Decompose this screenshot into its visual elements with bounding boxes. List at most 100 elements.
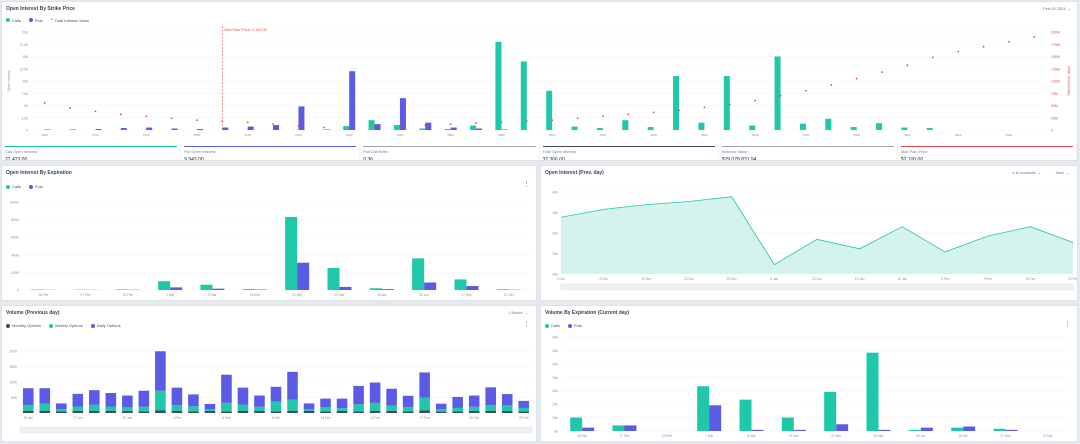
y-tick-label: 7.5k <box>21 92 28 96</box>
call-bar <box>454 279 467 290</box>
daily-options-bar <box>501 394 513 406</box>
more-menu-icon[interactable]: ⋮ <box>523 321 530 328</box>
call-bar <box>444 129 451 130</box>
legend-calls[interactable]: Calls <box>6 18 21 23</box>
x-tick-label: 4400 <box>853 133 860 137</box>
put-bar <box>476 128 483 130</box>
more-menu-icon[interactable]: ⋮ <box>1064 321 1071 328</box>
daily-options-bar <box>56 403 67 410</box>
legend-calls[interactable]: Calls <box>6 184 21 189</box>
x-tick-label: 23 Feb <box>1068 277 1077 281</box>
chevron-down-icon: ⌄ <box>1067 6 1071 11</box>
intrinsic-point <box>297 125 300 127</box>
y2-tick-label: 200M <box>1051 31 1060 35</box>
x-tick-label: 26 Feb <box>577 434 587 438</box>
call-bar <box>622 120 629 130</box>
y-tick-label: 2.5k <box>21 116 28 120</box>
weekly-options-bar <box>105 406 117 411</box>
intrinsic-point <box>475 122 477 125</box>
calls-dot-icon <box>545 323 549 328</box>
x-tick-label: 4200 <box>803 133 810 137</box>
call-bar <box>908 429 921 431</box>
weekly-options-bar <box>369 402 381 411</box>
puts-dot-icon <box>28 184 33 189</box>
weekly-options-bar <box>39 403 51 411</box>
more-menu-icon[interactable]: ⋮ <box>523 181 530 188</box>
weekly-options-bar <box>485 405 496 411</box>
intrinsic-point <box>627 113 630 116</box>
legend-puts[interactable]: Puts <box>28 18 43 23</box>
intrinsic-point <box>754 99 757 102</box>
y2-axis-label: Total Intrinsic Value <box>1067 66 1071 96</box>
legend-puts[interactable]: Puts <box>28 184 43 189</box>
x-tick-label: 15 Mar <box>250 293 261 297</box>
x-tick-label: 22 Mar <box>831 434 842 438</box>
x-tick-label: 2400 <box>346 133 353 137</box>
y-tick-label: 25k <box>552 376 558 380</box>
weekly-options-bar <box>171 405 183 411</box>
legend-weekly[interactable]: Weekly Options <box>48 323 83 328</box>
y-tick-label: 20k <box>552 389 558 393</box>
x-tick-label: 15 Mar <box>789 434 800 438</box>
y-tick-label: 30k <box>552 362 558 366</box>
weekly-options-bar <box>204 409 216 412</box>
vol-prev-chart: 2000 1500 1000 500 24 Jan 27 Jan 30 Jan 2 Feb 5 … <box>9 350 533 434</box>
stat-label: Total Open Interest <box>542 149 577 154</box>
daily-options-bar <box>171 387 183 406</box>
x-tick-label: 19 Jan <box>855 277 865 281</box>
y-tick-label: 40k <box>552 336 558 340</box>
stat-accent <box>184 146 357 147</box>
call-bar <box>412 258 425 290</box>
monthly-options-bar <box>22 410 34 413</box>
call-bar <box>799 123 806 130</box>
stat-4: Notional Value $79,078,831.94 <box>719 144 898 160</box>
y-axis-label: Open Interest <box>7 70 11 91</box>
x-tick-label: 3800 <box>701 133 708 137</box>
y-tick-label: 2000 <box>9 350 17 354</box>
x-tick-label: 8 Mar <box>747 434 756 438</box>
oi-line <box>560 196 1074 266</box>
put-bar <box>709 405 722 431</box>
x-tick-label: 11 Feb <box>321 416 331 420</box>
stat-5: Max Pain Price $2,100.00 <box>898 144 1077 160</box>
call-bar <box>368 120 375 130</box>
strike-chart: 20k 200M 17.5k 175M 15k 150M 12.5k 125M 10k 100M 7… <box>7 26 1071 137</box>
x-tick-label: 3600 <box>650 133 657 137</box>
monthly-options-bar <box>518 411 530 413</box>
intrinsic-point <box>399 125 401 127</box>
stat-label: Put Open Interest <box>184 149 216 154</box>
daily-options-bar <box>435 403 447 410</box>
total-selector[interactable]: Total ⌄ <box>1055 170 1069 175</box>
x-tick-label: 24 Jan <box>23 416 33 420</box>
y-tick-label: 30k <box>552 232 558 236</box>
stat-accent <box>5 146 178 147</box>
contracts-selector[interactable]: 4 ill contracts ⌄ <box>1012 170 1041 175</box>
legend-intrinsic[interactable]: • Total Intrinsic Value <box>50 17 90 23</box>
x-tick-label: 12 Jan <box>812 277 822 281</box>
call-bar <box>850 127 857 130</box>
period-selector[interactable]: 1 Month ⌄ <box>508 310 528 315</box>
legend-puts[interactable]: Puts <box>567 323 582 328</box>
weekly-dot-icon <box>48 323 53 328</box>
daily-options-bar <box>89 390 100 405</box>
x-tick-label: 27 Sep <box>1000 434 1010 438</box>
y-tick-label: 35k <box>552 349 558 353</box>
intrinsic-point <box>94 110 97 113</box>
put-bar <box>146 127 153 130</box>
put-bar <box>751 429 764 431</box>
legend-daily[interactable]: Daily Options <box>90 323 121 328</box>
stat-label: Notional Value <box>721 149 748 154</box>
weekly-options-bar <box>435 409 447 412</box>
weekly-options-bar <box>188 406 199 412</box>
date-selector[interactable]: Feb 25 2024 ⌄ <box>1043 6 1071 11</box>
chevron-down-icon: ⌄ <box>1037 170 1041 175</box>
legend-monthly[interactable]: Monthly Options <box>6 323 41 328</box>
daily-options-bar <box>254 395 265 407</box>
x-tick-label: 3200 <box>549 133 556 137</box>
y-tick-label: 12.5k <box>19 67 28 71</box>
put-bar <box>196 129 203 130</box>
monthly-options-bar <box>89 411 100 413</box>
legend-calls[interactable]: Calls <box>545 323 560 328</box>
stat-accent <box>542 146 715 147</box>
